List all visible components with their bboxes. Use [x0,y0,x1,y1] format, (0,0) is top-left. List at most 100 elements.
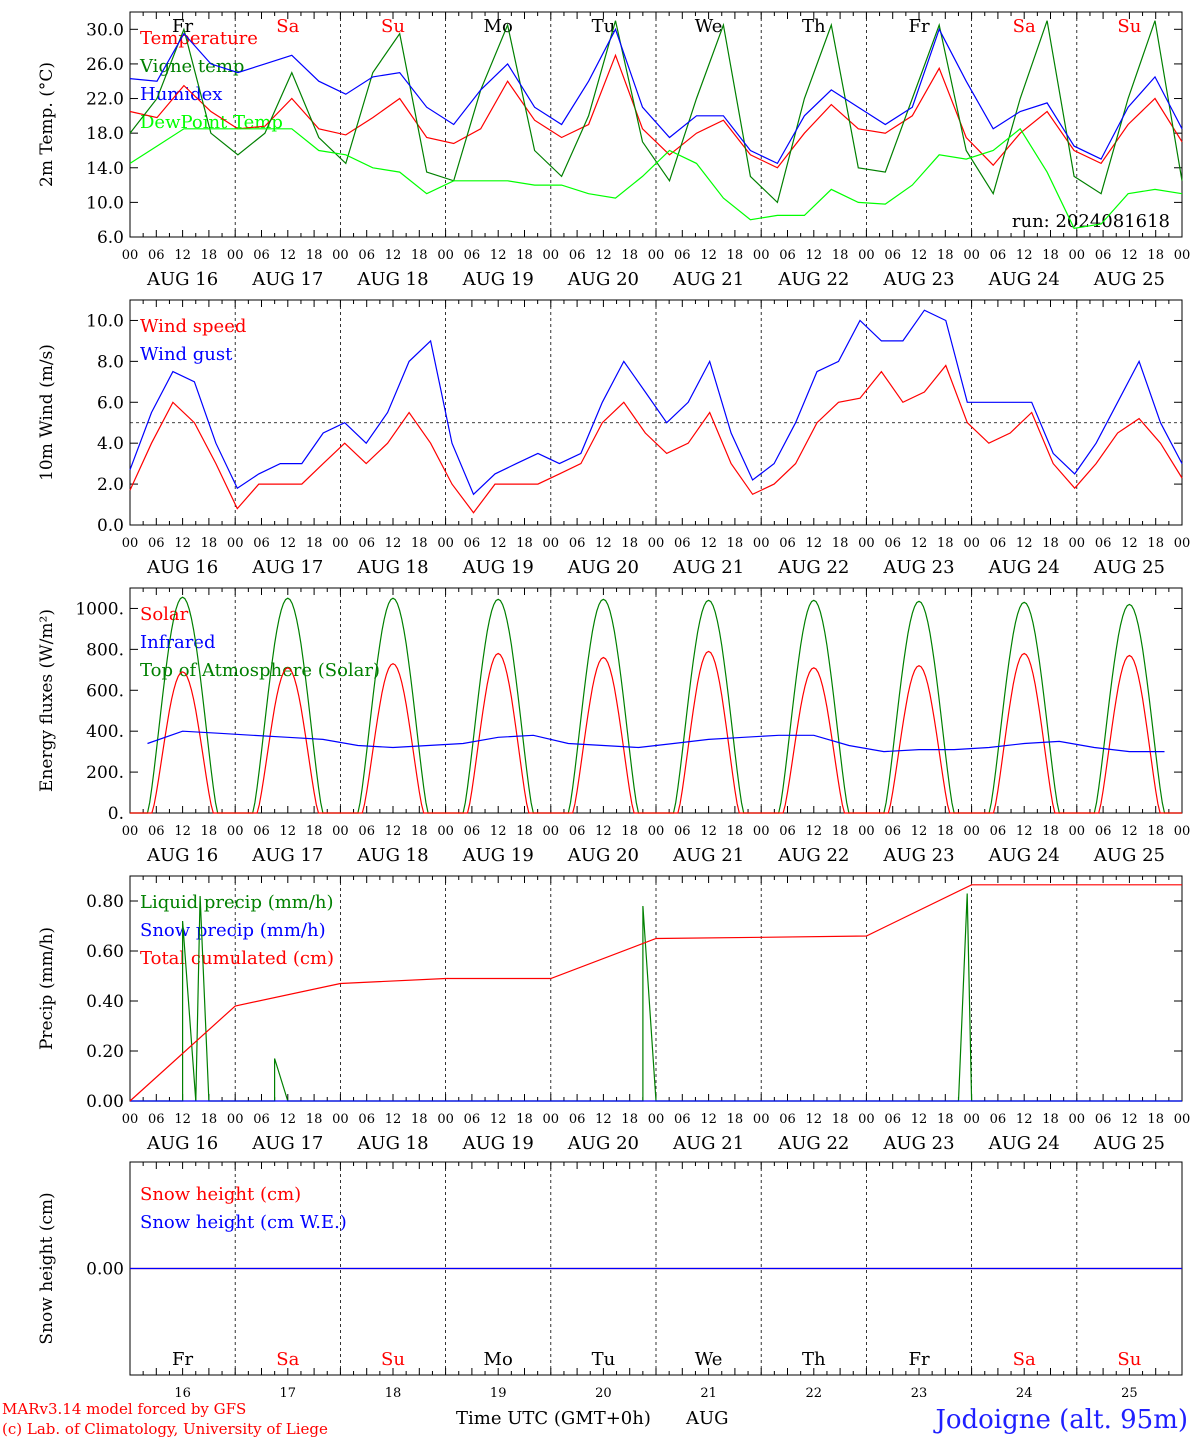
hour-tick-label: 12 [700,1112,717,1127]
date-label: AUG 22 [777,269,849,290]
date-label: AUG 25 [1093,1133,1165,1154]
hour-tick-label: 06 [884,248,901,263]
date-label: AUG 22 [777,1133,849,1154]
day-initial: We [695,16,723,37]
hour-tick-label: 18 [201,536,218,551]
date-label: AUG 17 [251,557,323,578]
hour-tick-label: 00 [543,536,560,551]
y-tick-label: 0.80 [86,892,124,912]
date-label: AUG 23 [882,845,954,866]
hour-tick-label: 18 [832,824,849,839]
hour-tick-label: 12 [806,536,823,551]
y-axis-label: 10m Wind (m/s) [37,344,57,481]
day-initial: Th [802,16,826,37]
hour-tick-label: 18 [832,1112,849,1127]
hour-tick-label: 06 [148,536,165,551]
hour-tick-label: 06 [990,824,1007,839]
day-initial: Fr [908,16,929,37]
series-line-temperature [129,53,1183,169]
hour-tick-label: 06 [674,536,691,551]
date-label: AUG 17 [251,1133,323,1154]
hour-tick-label: 18 [411,1112,428,1127]
hour-tick-label: 12 [806,1112,823,1127]
hour-tick-label: 06 [779,536,796,551]
hour-tick-label: 18 [937,536,954,551]
hour-tick-label: 06 [884,1112,901,1127]
y-tick-label: 400. [86,722,124,742]
x-axis-month: AUG [685,1408,729,1429]
legend-item: Solar [140,604,189,625]
date-label: AUG 18 [356,269,428,290]
hour-tick-label: 06 [569,1112,586,1127]
bottom-day-number: 23 [911,1386,928,1401]
hour-tick-label: 12 [700,824,717,839]
hour-tick-label: 00 [543,824,560,839]
hour-tick-label: 06 [884,536,901,551]
bottom-day-initial: Tu [592,1349,616,1370]
hour-tick-label: 18 [621,824,638,839]
date-label: AUG 23 [882,557,954,578]
legend-item: Humidex [140,84,222,105]
series-line-dewpoint-temp [129,127,1183,229]
hour-tick-label: 18 [727,248,744,263]
hour-tick-label: 18 [1042,824,1059,839]
hour-tick-label: 00 [1174,1112,1191,1127]
hour-tick-label: 18 [621,248,638,263]
hour-tick-label: 12 [385,1112,402,1127]
hour-tick-label: 18 [727,1112,744,1127]
hour-tick-label: 12 [490,536,507,551]
hour-tick-label: 06 [253,248,270,263]
legend-item: Snow height (cm W.E.) [140,1212,347,1233]
hour-tick-label: 00 [437,1112,454,1127]
hour-tick-label: 18 [1147,248,1164,263]
hour-tick-label: 18 [937,1112,954,1127]
y-tick-label: 800. [86,640,124,660]
hour-tick-label: 18 [411,824,428,839]
date-label: AUG 21 [672,845,744,866]
bottom-day-number: 18 [385,1386,402,1401]
hour-tick-label: 00 [543,1112,560,1127]
hour-tick-label: 00 [753,248,770,263]
y-tick-label: 600. [86,681,124,701]
hour-tick-label: 00 [648,1112,665,1127]
legend-item: Liquid precip (mm/h) [140,892,334,913]
date-label: AUG 25 [1093,557,1165,578]
hour-tick-label: 00 [543,248,560,263]
hour-tick-label: 00 [753,536,770,551]
hour-tick-label: 12 [280,248,297,263]
hour-tick-label: 18 [621,1112,638,1127]
hour-tick-label: 00 [963,536,980,551]
hour-tick-label: 12 [911,1112,928,1127]
bottom-day-number: 22 [806,1386,823,1401]
date-label: AUG 25 [1093,845,1165,866]
date-label: AUG 22 [777,845,849,866]
hour-tick-label: 00 [753,824,770,839]
hour-tick-label: 12 [806,248,823,263]
hour-tick-label: 12 [490,248,507,263]
y-tick-label: 22.0 [86,90,124,110]
y-tick-label: 26.0 [86,55,124,75]
hour-tick-label: 18 [1147,824,1164,839]
date-label: AUG 18 [356,1133,428,1154]
hour-tick-label: 12 [174,248,191,263]
hour-tick-label: 06 [148,824,165,839]
y-tick-label: 200. [86,763,124,783]
legend-item: Top of Atmosphere (Solar) [140,660,380,681]
legend-item: Wind gust [140,344,233,365]
hour-tick-label: 06 [1095,536,1112,551]
y-axis-label: Precip (mm/h) [37,927,57,1050]
date-label: AUG 17 [251,269,323,290]
legend-item: Infrared [140,632,215,653]
hour-tick-label: 12 [1016,248,1033,263]
x-axis-title: Time UTC (GMT+0h) [456,1408,651,1429]
hour-tick-label: 06 [1095,248,1112,263]
bottom-day-initial: Su [1117,1349,1141,1370]
bottom-day-initial: We [695,1349,723,1370]
hour-tick-label: 00 [1174,824,1191,839]
hour-tick-label: 00 [227,824,244,839]
hour-tick-label: 18 [1042,1112,1059,1127]
day-initial: Mo [484,16,513,37]
y-tick-label: 0.60 [86,942,124,962]
panel-frame-energy [129,587,1183,814]
hour-tick-label: 00 [963,824,980,839]
